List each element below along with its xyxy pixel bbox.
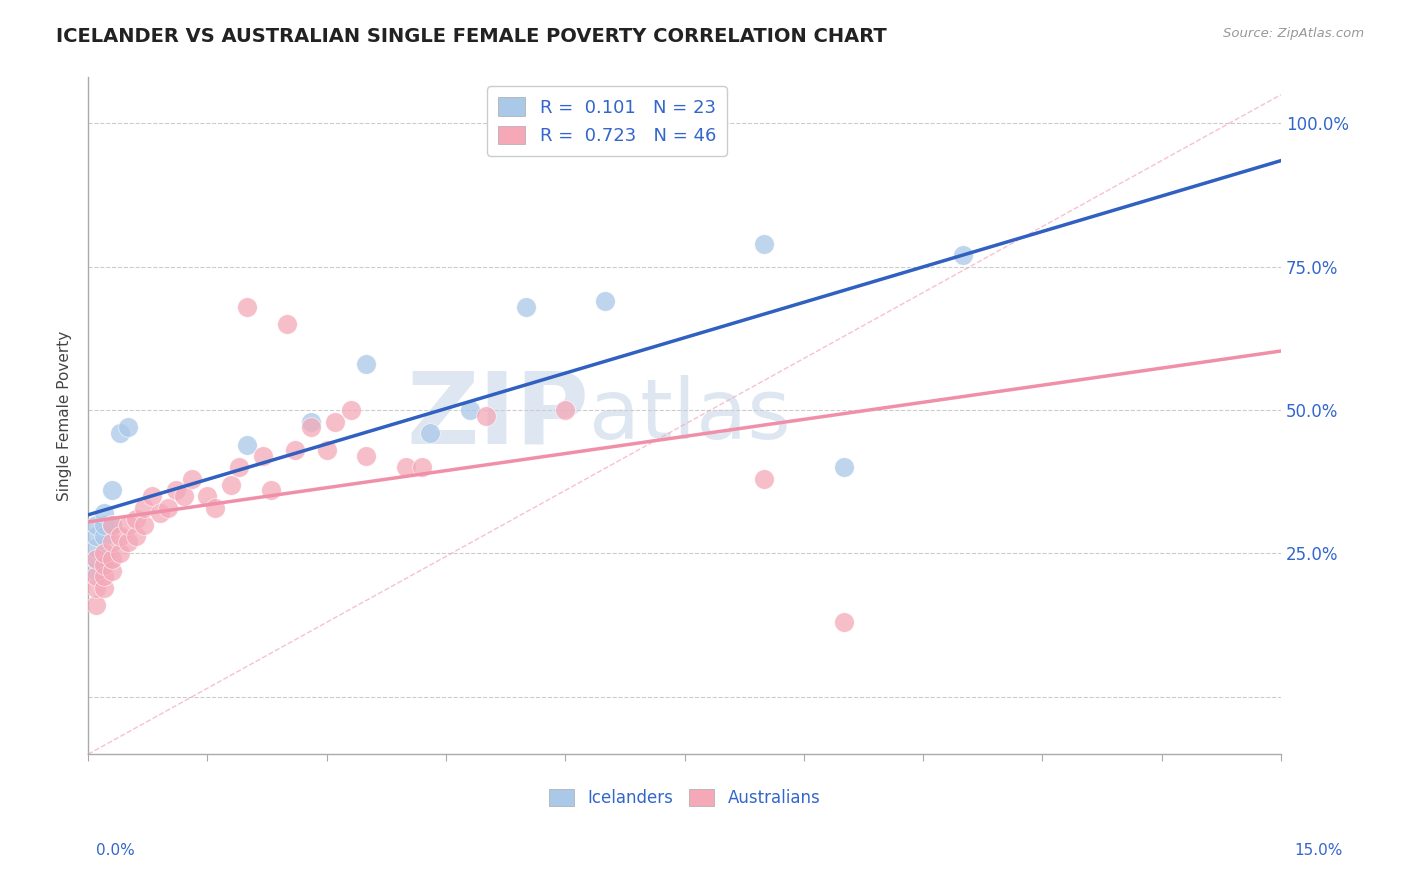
Point — [411, 460, 433, 475]
Text: ZIP: ZIP — [406, 368, 589, 465]
Text: Source: ZipAtlas.com: Source: ZipAtlas.com — [1223, 27, 1364, 40]
Point — [165, 483, 187, 498]
Point — [84, 529, 107, 543]
Point — [101, 483, 124, 498]
Point — [952, 248, 974, 262]
Point — [93, 517, 115, 532]
Point — [236, 300, 259, 314]
Text: 0.0%: 0.0% — [96, 843, 135, 858]
Point — [125, 512, 148, 526]
Point — [832, 460, 855, 475]
Point — [752, 236, 775, 251]
Text: 15.0%: 15.0% — [1295, 843, 1343, 858]
Point — [108, 546, 131, 560]
Point — [515, 300, 537, 314]
Point — [228, 460, 250, 475]
Point — [832, 615, 855, 630]
Point — [93, 552, 115, 566]
Point — [93, 506, 115, 520]
Point — [474, 409, 496, 423]
Point — [236, 437, 259, 451]
Point — [260, 483, 283, 498]
Point — [101, 517, 124, 532]
Point — [93, 581, 115, 595]
Point — [101, 564, 124, 578]
Point — [108, 529, 131, 543]
Point — [252, 449, 274, 463]
Point — [84, 581, 107, 595]
Point — [458, 403, 481, 417]
Point — [752, 472, 775, 486]
Legend: Icelanders, Australians: Icelanders, Australians — [541, 782, 827, 814]
Point — [149, 506, 172, 520]
Point — [554, 403, 576, 417]
Point — [93, 529, 115, 543]
Point — [284, 443, 307, 458]
Text: atlas: atlas — [589, 376, 792, 457]
Point — [593, 294, 616, 309]
Point — [93, 569, 115, 583]
Point — [156, 500, 179, 515]
Point — [84, 598, 107, 612]
Point — [93, 558, 115, 572]
Point — [356, 449, 378, 463]
Point — [132, 517, 155, 532]
Point — [276, 317, 298, 331]
Point — [204, 500, 226, 515]
Point — [356, 357, 378, 371]
Point — [173, 489, 195, 503]
Point — [339, 403, 361, 417]
Point — [84, 552, 107, 566]
Point — [84, 552, 107, 566]
Point — [141, 489, 163, 503]
Text: ICELANDER VS AUSTRALIAN SINGLE FEMALE POVERTY CORRELATION CHART: ICELANDER VS AUSTRALIAN SINGLE FEMALE PO… — [56, 27, 887, 45]
Point — [299, 420, 322, 434]
Point — [395, 460, 418, 475]
Point — [323, 415, 346, 429]
Y-axis label: Single Female Poverty: Single Female Poverty — [58, 331, 72, 501]
Point — [84, 564, 107, 578]
Point — [84, 541, 107, 555]
Point — [108, 425, 131, 440]
Point — [132, 500, 155, 515]
Point — [125, 529, 148, 543]
Point — [117, 535, 139, 549]
Point — [101, 552, 124, 566]
Point — [221, 477, 243, 491]
Point — [84, 569, 107, 583]
Point — [101, 535, 124, 549]
Point — [84, 517, 107, 532]
Point — [197, 489, 219, 503]
Point — [299, 415, 322, 429]
Point — [117, 517, 139, 532]
Point — [180, 472, 202, 486]
Point — [419, 425, 441, 440]
Point — [117, 420, 139, 434]
Point — [101, 517, 124, 532]
Point — [93, 546, 115, 560]
Point — [315, 443, 337, 458]
